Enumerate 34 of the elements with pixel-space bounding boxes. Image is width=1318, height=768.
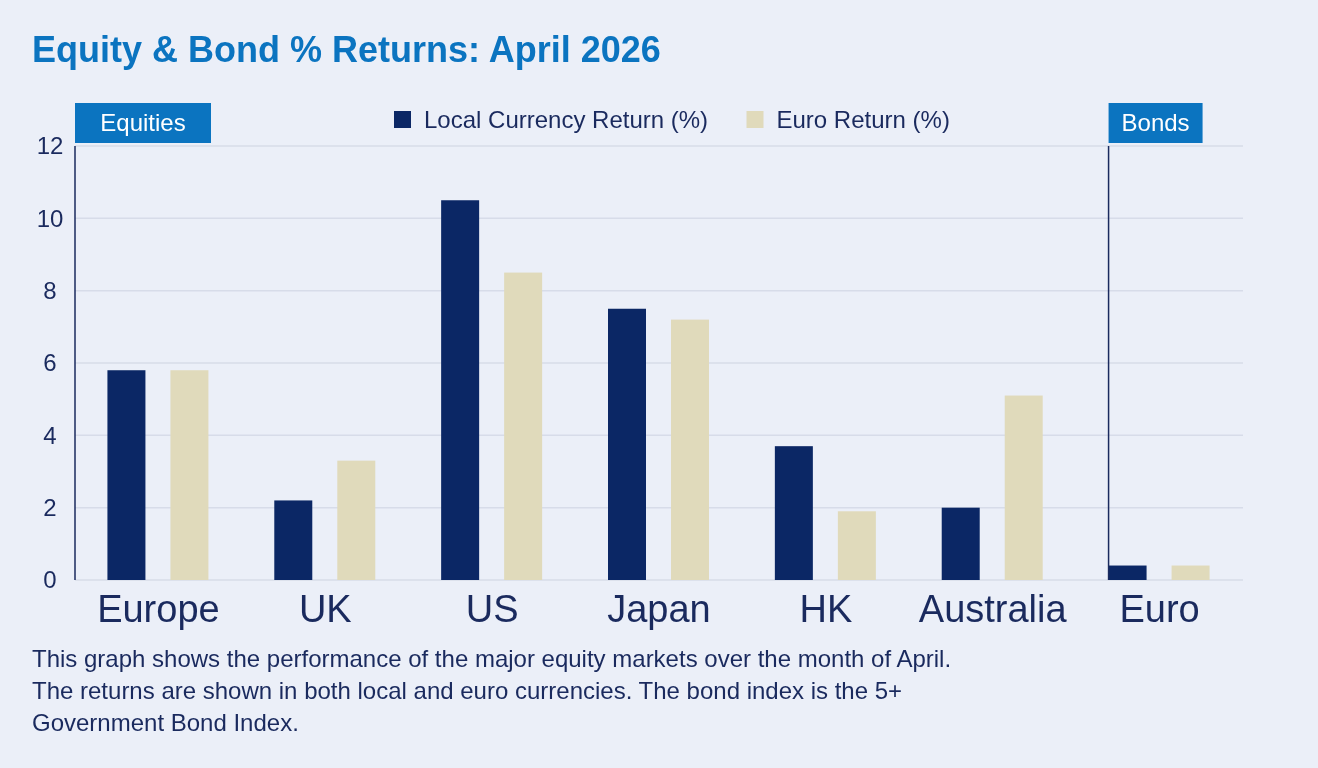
text: Equities	[100, 109, 186, 137]
x-tick-label: Japan	[607, 588, 711, 630]
bar	[671, 319, 709, 580]
bar	[441, 200, 480, 580]
bar	[941, 507, 980, 580]
bar	[1108, 565, 1147, 580]
y-tick-label: 0	[43, 566, 57, 594]
bar	[774, 446, 813, 580]
x-tick-label: UK	[298, 588, 352, 630]
x-tick-label: Euro	[1119, 588, 1200, 630]
bar	[107, 370, 146, 580]
y-tick-label: 10	[36, 204, 64, 232]
bar	[1004, 395, 1043, 580]
bar	[170, 370, 209, 580]
y-tick-label: 8	[43, 277, 57, 305]
x-tick-label: US	[465, 588, 519, 630]
bar	[274, 500, 313, 580]
y-tick-label: 12	[36, 132, 64, 160]
bar	[837, 511, 876, 580]
bar	[608, 308, 646, 580]
ref-line-label: Bonds	[1121, 109, 1190, 137]
text: This graph shows the performance of the major equity markets over the month of April. The returns are shown in both local and euro currencies. The bond index is the 5+ Government Bond Index.	[32, 645, 952, 736]
y-tick-label: 2	[43, 494, 57, 522]
legend-label: Local Currency Return (%)	[424, 106, 709, 134]
bar	[1171, 565, 1210, 580]
y-tick-label: 4	[43, 421, 57, 449]
x-tick-label: HK	[799, 588, 853, 630]
chart-title: Equity & Bond % Returns: April 2026	[32, 29, 661, 70]
y-tick-label: 6	[43, 349, 57, 377]
legend-label: Euro Return (%)	[776, 106, 950, 134]
x-tick-label: Europe	[97, 588, 220, 630]
x-tick-label: Australia	[918, 588, 1068, 630]
bar	[337, 460, 376, 580]
bar	[504, 272, 543, 580]
